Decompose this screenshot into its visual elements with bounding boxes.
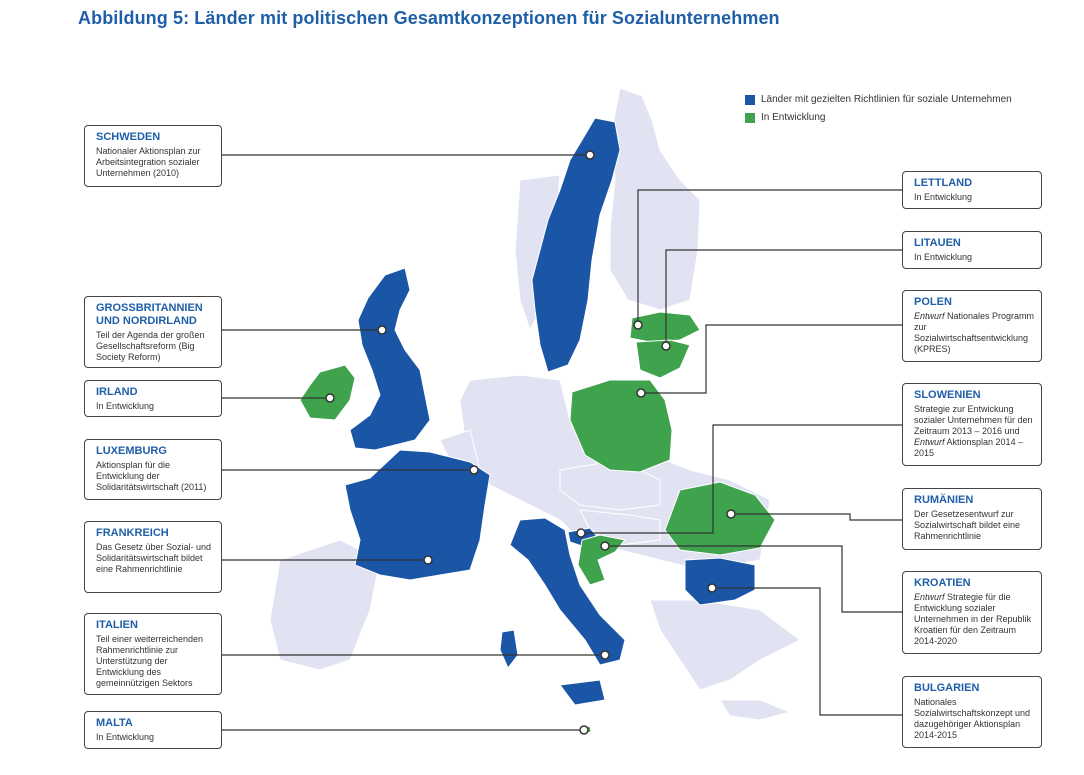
callout-desc: In Entwicklung [96,401,155,411]
callout-frankreich: FRANKREICH Das Gesetz über Sozial- und S… [84,521,222,593]
callout-rumaenien: RUMÄNIEN Der Gesetzesentwurf zur Sozialw… [902,488,1042,550]
connector-lines [221,154,902,731]
sicily-shape [559,679,606,706]
romania-shape [664,481,776,556]
callout-desc: Teil der Agenda der großen Gesellschafts… [96,330,205,362]
legend-swatch-blue [745,94,755,105]
croatia-shape [577,534,626,586]
legend-developing-label: In Entwicklung [761,112,826,123]
callout-name: KROATIEN [914,577,971,589]
italy-shape [509,517,626,666]
callout-desc-text: Strategie zur Entwickung sozialer Untern… [914,404,1033,436]
callout-desc: In Entwicklung [914,252,973,262]
france-shape [344,449,491,581]
marker-lithuania [661,341,671,351]
callout-name: POLEN [914,296,952,308]
callout-desc-em: Entwurf [914,592,945,602]
uk-shape [349,267,431,451]
callout-desc: In Entwicklung [96,732,155,742]
callout-kroatien: KROATIEN Entwurf Strategie für die Entwi… [902,571,1042,654]
sardinia-shape [499,629,519,669]
marker-france [423,555,433,565]
callout-malta: MALTA In Entwicklung [84,711,222,749]
marker-romania [726,509,736,519]
callout-name: SCHWEDEN [96,131,161,143]
callout-luxemburg: LUXEMBURG Aktionsplan für die Entwicklun… [84,439,222,500]
callout-name: BULGARIEN [914,682,980,694]
marker-latvia [633,320,643,330]
callout-desc: Nationales Sozialwirtschaftskonzept und … [914,697,1031,740]
developing-countries [299,311,776,734]
callout-name: GROSSBRITANNIEN UND NORDIRLAND [96,302,203,327]
marker-slovenia [576,528,586,538]
marker-croatia [600,541,610,551]
latvia-shape [629,311,701,343]
callout-slowenien: SLOWENIEN Strategie zur Entwickung sozia… [902,383,1042,466]
legend-policy-label: Länder mit gezielten Richtlinien für soz… [761,94,1012,105]
sweden-shape [531,117,621,373]
callout-desc: Der Gesetzesentwurf zur Sozialwirtschaft… [914,509,1021,541]
poland-shape [569,379,673,473]
legend-policy: Länder mit gezielten Richtlinien für soz… [745,94,1012,105]
callout-desc-em: Entwurf [914,311,945,321]
callout-desc: Strategie zur Entwickung sozialer Untern… [914,404,1035,459]
callout-name: LETTLAND [914,177,973,189]
callout-desc-text: Nationales Programm zur Sozialwirtschaft… [914,311,1035,354]
callout-desc: Das Gesetz über Sozial- und Solidaritäts… [96,542,212,574]
marker-sweden [585,150,595,160]
figure-title: Abbildung 5: Länder mit politischen Gesa… [78,8,780,28]
legend-developing: In Entwicklung [745,112,825,123]
callout-desc: Aktionsplan für die Entwicklung der Soli… [96,460,207,492]
callout-desc: In Entwicklung [914,192,973,202]
callout-name: FRANKREICH [96,527,169,539]
ireland-shape [299,364,356,421]
marker-uk [377,325,387,335]
marker-italy [600,650,610,660]
callout-desc-text2: Aktionsplan 2014 – 2015 [914,437,1024,458]
callout-irland: IRLAND In Entwicklung [84,380,222,417]
callout-italien: ITALIEN Teil einer weiterreichenden Rahm… [84,613,222,695]
callout-desc-em: Entwurf [914,437,945,447]
marker-ireland [325,393,335,403]
marker-bulgaria [707,583,717,593]
marker-malta [579,725,589,735]
callout-name: LUXEMBURG [96,445,167,457]
callout-lettland: LETTLAND In Entwicklung [902,171,1042,209]
markers [325,150,736,735]
callout-desc: Teil einer weiterreichenden Rahmenrichtl… [96,634,204,688]
callout-bulgarien: BULGARIEN Nationales Sozialwirtschaftsko… [902,676,1042,748]
callout-gb: GROSSBRITANNIEN UND NORDIRLAND Teil der … [84,296,222,368]
callout-name: RUMÄNIEN [914,494,974,506]
callout-litauen: LITAUEN In Entwicklung [902,231,1042,269]
bulgaria-shape [684,557,756,606]
callout-schweden: SCHWEDEN Nationaler Aktionsplan zur Arbe… [84,125,222,187]
callout-desc: Entwurf Strategie für die Entwicklung so… [914,592,1035,647]
callout-name: SLOWENIEN [914,389,981,401]
other-countries [269,87,801,721]
marker-luxembourg [469,465,479,475]
callout-name: IRLAND [96,386,138,398]
lithuania-shape [635,339,691,379]
callout-name: LITAUEN [914,237,961,249]
legend-swatch-green [745,112,755,123]
callout-desc: Entwurf Nationales Programm zur Sozialwi… [914,311,1035,355]
callout-name: ITALIEN [96,619,138,631]
callout-desc: Nationaler Aktionsplan zur Arbeitsintegr… [96,146,201,178]
callout-name: MALTA [96,717,133,729]
callout-polen: POLEN Entwurf Nationales Programm zur So… [902,290,1042,362]
marker-poland [636,388,646,398]
callout-desc-text: Strategie für die Entwicklung sozialer U… [914,592,1032,646]
